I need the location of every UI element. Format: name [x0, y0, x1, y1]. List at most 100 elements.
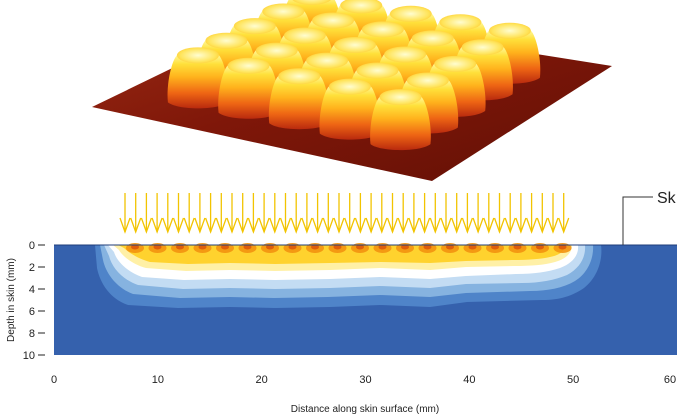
hot-spot-core — [131, 244, 139, 250]
arrow-head — [493, 217, 506, 234]
x-tick-label: 50 — [567, 374, 579, 386]
arrow-head — [354, 217, 367, 234]
arrow-head — [397, 217, 409, 234]
hot-spot-core — [311, 244, 319, 250]
peak-top — [488, 22, 531, 39]
arrow-head — [451, 217, 463, 234]
peak-top — [306, 52, 349, 69]
hot-spot-core — [401, 244, 409, 250]
arrow-head — [386, 217, 399, 234]
arrow-head — [279, 217, 292, 234]
hot-spot-core — [558, 244, 567, 250]
arrow-head — [269, 217, 281, 234]
peak-top — [227, 57, 270, 74]
peak-column — [319, 85, 381, 140]
peak-column — [167, 54, 229, 109]
callout-leader-line — [622, 196, 653, 245]
x-tick-label: 30 — [359, 374, 371, 386]
arrow-head — [226, 217, 238, 234]
peak-top — [328, 78, 371, 95]
arrow-head — [536, 217, 548, 234]
y-tick-label: 10 — [23, 350, 35, 362]
hot-spot-core — [198, 244, 207, 250]
arrow-head — [408, 217, 420, 234]
arrow-head — [301, 217, 313, 234]
y-tick-label: 4 — [29, 284, 35, 296]
peak-top — [278, 68, 321, 85]
arrow-head — [172, 217, 185, 234]
hot-spot-core — [446, 244, 454, 250]
x-axis: 0 10 20 30 40 50 60 — [51, 374, 676, 386]
peak-top — [384, 46, 427, 63]
surface-plot — [92, 0, 612, 181]
hot-spot-core — [468, 244, 477, 250]
arrow-head — [204, 217, 217, 234]
arrow-head — [376, 217, 388, 234]
arrow-head — [547, 217, 559, 234]
peak-top — [439, 14, 482, 31]
x-tick-label: 20 — [256, 374, 268, 386]
arrow-head — [151, 217, 163, 234]
callout-label: Sk — [657, 190, 677, 207]
y-tick-label: 6 — [29, 306, 35, 318]
arrow-head — [440, 217, 452, 234]
hot-spot-core — [288, 244, 297, 250]
arrow-head — [525, 217, 538, 234]
arrow-head — [119, 217, 131, 234]
peak-top — [406, 72, 449, 89]
skin-callout: Sk — [622, 190, 677, 245]
hot-spot-core — [423, 244, 432, 250]
peak-column — [370, 96, 431, 151]
hot-spot-core — [378, 244, 387, 250]
arrow-head — [429, 217, 441, 234]
peak-top — [461, 39, 504, 56]
peak-top — [205, 32, 248, 49]
peak-top — [233, 18, 276, 35]
arrow-head — [333, 217, 345, 234]
peak-top — [255, 42, 298, 59]
peak-top — [389, 5, 432, 22]
hot-spot-core — [513, 244, 522, 250]
x-tick-label: 0 — [51, 374, 57, 386]
arrow-head — [504, 217, 516, 234]
peak-top — [379, 89, 422, 106]
peak-top — [312, 12, 355, 29]
peak-top — [340, 0, 383, 14]
arrow-head — [344, 217, 356, 234]
hot-spot-core — [536, 244, 544, 250]
peak-top — [356, 62, 399, 79]
hot-spot-core — [176, 244, 184, 250]
arrow-head — [515, 217, 527, 234]
x-tick-label: 10 — [152, 374, 164, 386]
temperature-peaks — [167, 0, 541, 151]
hot-spot-core — [153, 244, 162, 250]
peak-top — [283, 27, 326, 44]
arrow-head — [130, 217, 142, 234]
peak-top — [334, 37, 376, 53]
hot-spot-core — [221, 244, 229, 250]
peak-column — [268, 75, 330, 130]
arrow-head — [258, 217, 270, 234]
arrow-head — [194, 217, 206, 234]
cross-section-plot — [54, 243, 677, 355]
peak-top — [176, 47, 219, 64]
arrow-head — [140, 217, 153, 234]
hot-spot-core — [266, 244, 274, 250]
peak-top — [434, 55, 477, 72]
arrow-head — [322, 217, 334, 234]
y-axis: 0 2 4 6 8 10 — [23, 240, 45, 362]
y-tick-label: 8 — [29, 328, 35, 340]
arrow-head — [162, 217, 174, 234]
arrow-head — [461, 217, 474, 234]
hot-spot-core — [333, 244, 342, 250]
arrow-head — [483, 217, 495, 234]
arrow-head — [558, 217, 570, 234]
arrow-array — [119, 193, 570, 234]
arrow-head — [247, 217, 260, 234]
x-tick-label: 60 — [664, 374, 676, 386]
arrow-head — [237, 217, 249, 234]
arrow-head — [183, 217, 195, 234]
peak-top — [262, 3, 305, 20]
